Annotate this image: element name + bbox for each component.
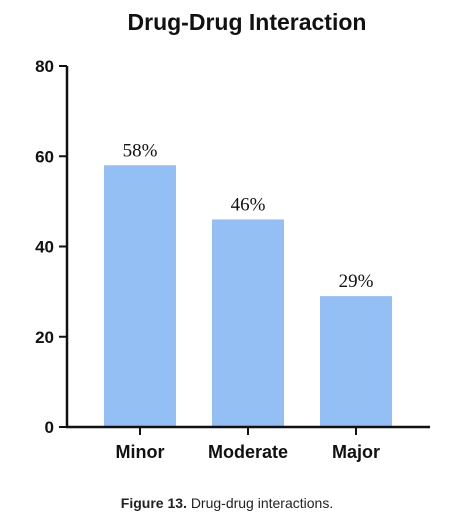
figure-caption-label: Figure 13. <box>120 495 187 511</box>
data-label-minor: 58% <box>123 140 158 161</box>
axes-layer: Minor Moderate Major 0 20 40 60 80 <box>35 57 430 462</box>
data-label-moderate: 46% <box>231 194 266 215</box>
x-tick-label-moderate: Moderate <box>208 442 288 462</box>
y-tick-label-0: 0 <box>45 418 54 437</box>
figure-caption-text: Drug-drug interactions. <box>190 495 334 511</box>
y-tick-label-80: 80 <box>35 57 54 76</box>
y-tick-label-40: 40 <box>35 238 54 257</box>
x-tick-label-major: Major <box>332 442 380 462</box>
x-tick-label-minor: Minor <box>116 442 165 462</box>
bars-layer: 58% 46% 29% <box>104 140 392 427</box>
chart-title: Drug-Drug Interaction <box>128 9 367 35</box>
bar-moderate <box>212 219 284 427</box>
y-tick-label-20: 20 <box>35 328 54 347</box>
data-label-major: 29% <box>339 271 374 292</box>
bar-minor <box>104 165 176 427</box>
figure-caption: Figure 13. Drug-drug interactions. <box>0 495 454 511</box>
y-tick-label-60: 60 <box>35 147 54 166</box>
bar-major <box>320 296 392 427</box>
bar-chart: Drug-Drug Interaction 58% 46% 29% Minor Mod… <box>35 9 430 462</box>
